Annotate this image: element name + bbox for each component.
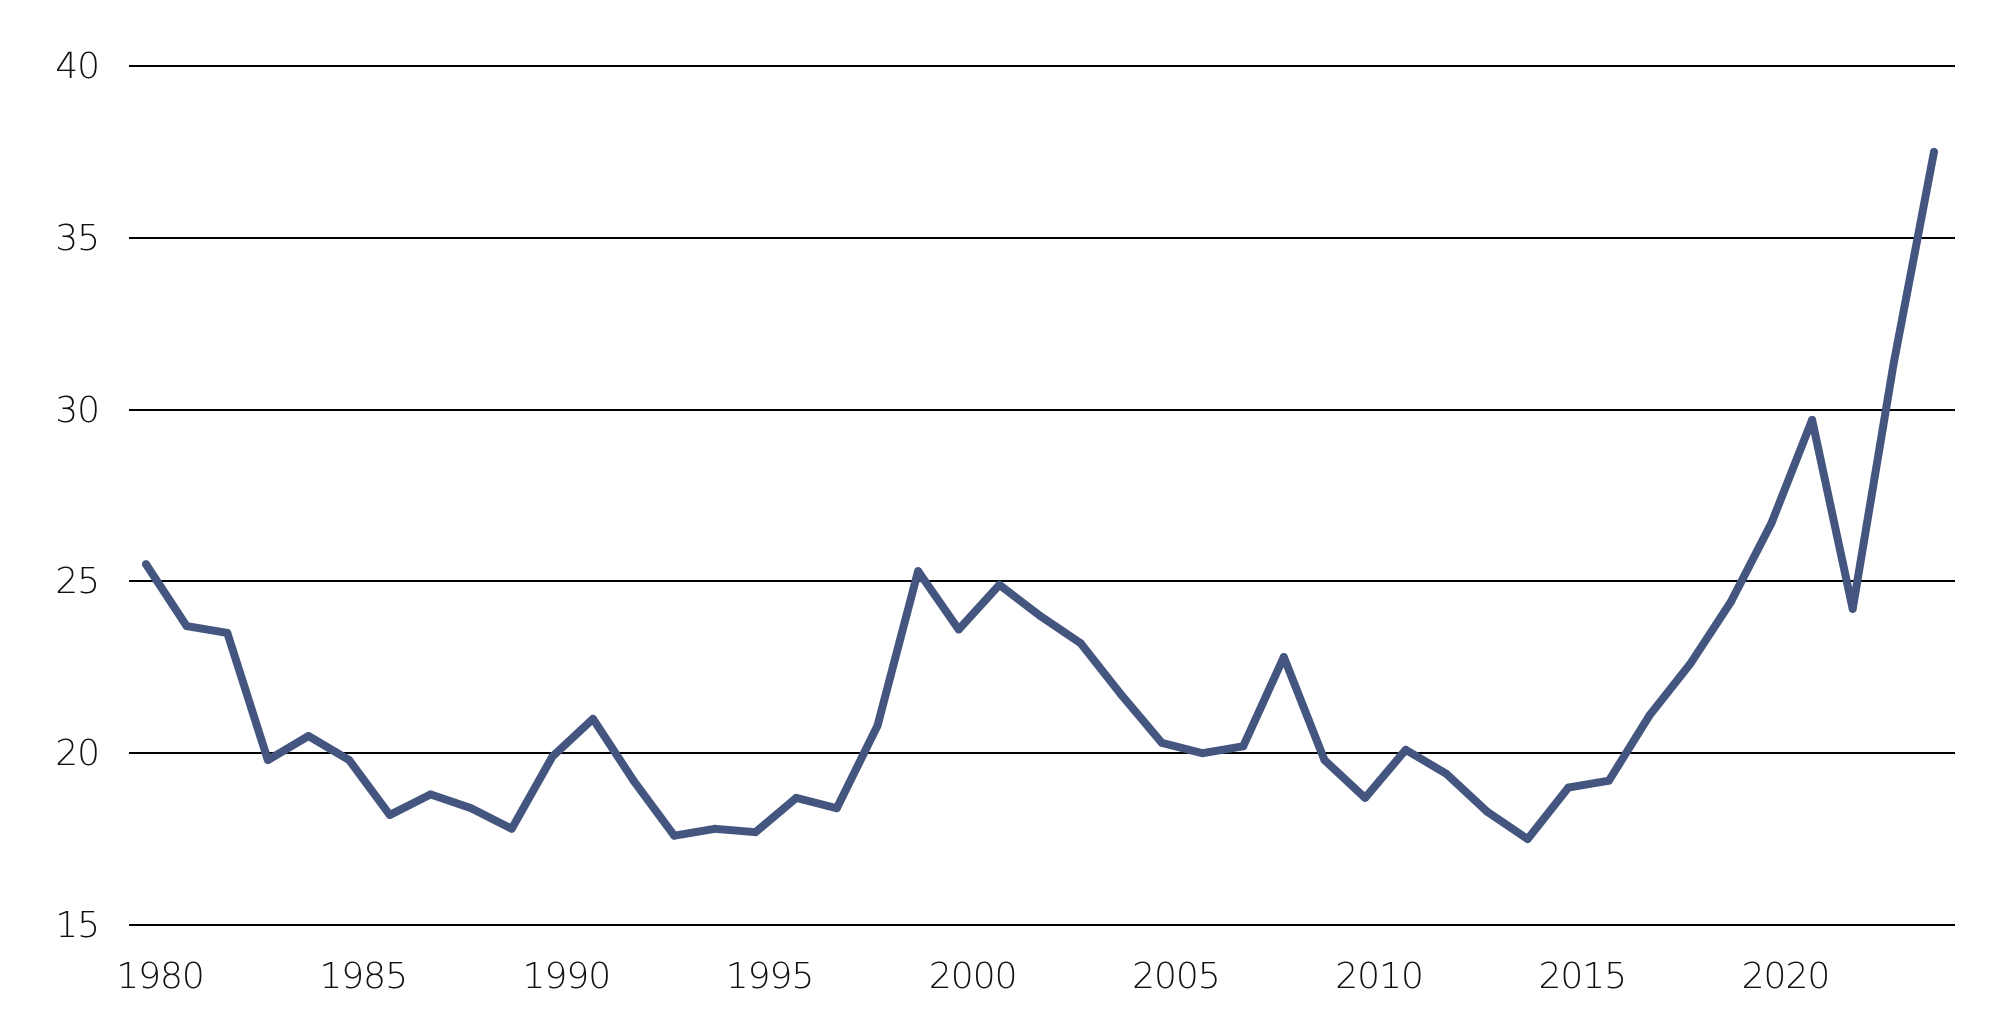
data-point-1994 — [710, 824, 719, 833]
data-point-2007 — [1239, 742, 1248, 751]
data-point-1992 — [629, 776, 638, 785]
x-tick-label-2000: 2000 — [929, 956, 1017, 997]
y-tick-label-35: 35 — [55, 218, 99, 259]
x-tick-label-2020: 2020 — [1742, 956, 1830, 997]
data-point-2012 — [1442, 769, 1451, 778]
data-point-2011 — [1401, 745, 1410, 754]
data-point-2000 — [954, 625, 963, 634]
x-axis-tick-labels: 1980 1985 1990 1995 2000 2005 2010 2015 2020 — [116, 956, 1830, 997]
y-tick-label-20: 20 — [55, 733, 99, 774]
data-point-1983 — [263, 756, 272, 765]
data-point-2015 — [1564, 783, 1573, 792]
data-point-1998 — [873, 721, 882, 730]
data-point-1986 — [385, 811, 394, 819]
data-point-1991 — [589, 714, 597, 723]
data-point-2004 — [1117, 690, 1126, 699]
data-point-2021 — [1808, 415, 1817, 424]
x-tick-label-1980: 1980 — [116, 956, 204, 997]
data-point-1997 — [832, 804, 841, 813]
data-point-1999 — [914, 567, 923, 576]
x-tick-label-1985: 1985 — [319, 956, 407, 997]
data-point-2018 — [1686, 659, 1695, 668]
data-point-1987 — [426, 790, 435, 799]
series-line-0 — [142, 147, 1938, 844]
data-point-1996 — [792, 793, 801, 802]
y-axis-tick-labels: 15 20 25 30 35 40 — [55, 46, 100, 946]
x-tick-label-1990: 1990 — [523, 956, 611, 997]
x-tick-label-2005: 2005 — [1132, 956, 1220, 997]
y-tick-label-40: 40 — [55, 46, 99, 87]
data-point-2010 — [1361, 793, 1370, 802]
data-point-1985 — [345, 756, 354, 765]
data-point-1981 — [182, 622, 191, 631]
data-point-2008 — [1279, 653, 1288, 661]
data-point-2023 — [1889, 360, 1898, 369]
data-point-2020 — [1767, 519, 1776, 527]
x-tick-label-2015: 2015 — [1538, 956, 1626, 997]
data-point-2002 — [1036, 611, 1044, 620]
data-point-2001 — [995, 580, 1004, 589]
y-tick-label-25: 25 — [55, 561, 99, 602]
data-point-1990 — [548, 752, 557, 761]
data-point-1989 — [507, 824, 516, 833]
data-point-1988 — [467, 804, 476, 813]
data-point-2006 — [1198, 749, 1207, 758]
data-point-2013 — [1483, 807, 1491, 816]
data-point-1993 — [670, 831, 679, 840]
series-layer — [142, 147, 1938, 844]
data-point-1984 — [304, 732, 313, 740]
data-point-2003 — [1076, 639, 1085, 648]
data-point-2019 — [1726, 598, 1735, 606]
data-point-2017 — [1645, 711, 1654, 720]
x-tick-label-2010: 2010 — [1335, 956, 1423, 997]
gridlines — [129, 65, 1955, 926]
data-point-1980 — [142, 560, 150, 569]
data-point-2024 — [1930, 147, 1938, 156]
x-tick-label-1995: 1995 — [726, 956, 814, 997]
data-point-2009 — [1320, 756, 1329, 765]
data-point-2022 — [1848, 604, 1857, 613]
data-point-1982 — [223, 628, 232, 637]
data-point-2016 — [1604, 776, 1613, 785]
data-point-2014 — [1523, 835, 1532, 844]
y-tick-label-30: 30 — [55, 390, 99, 431]
y-tick-label-15: 15 — [55, 905, 99, 946]
data-point-2005 — [1157, 738, 1166, 747]
data-point-1995 — [751, 828, 760, 837]
